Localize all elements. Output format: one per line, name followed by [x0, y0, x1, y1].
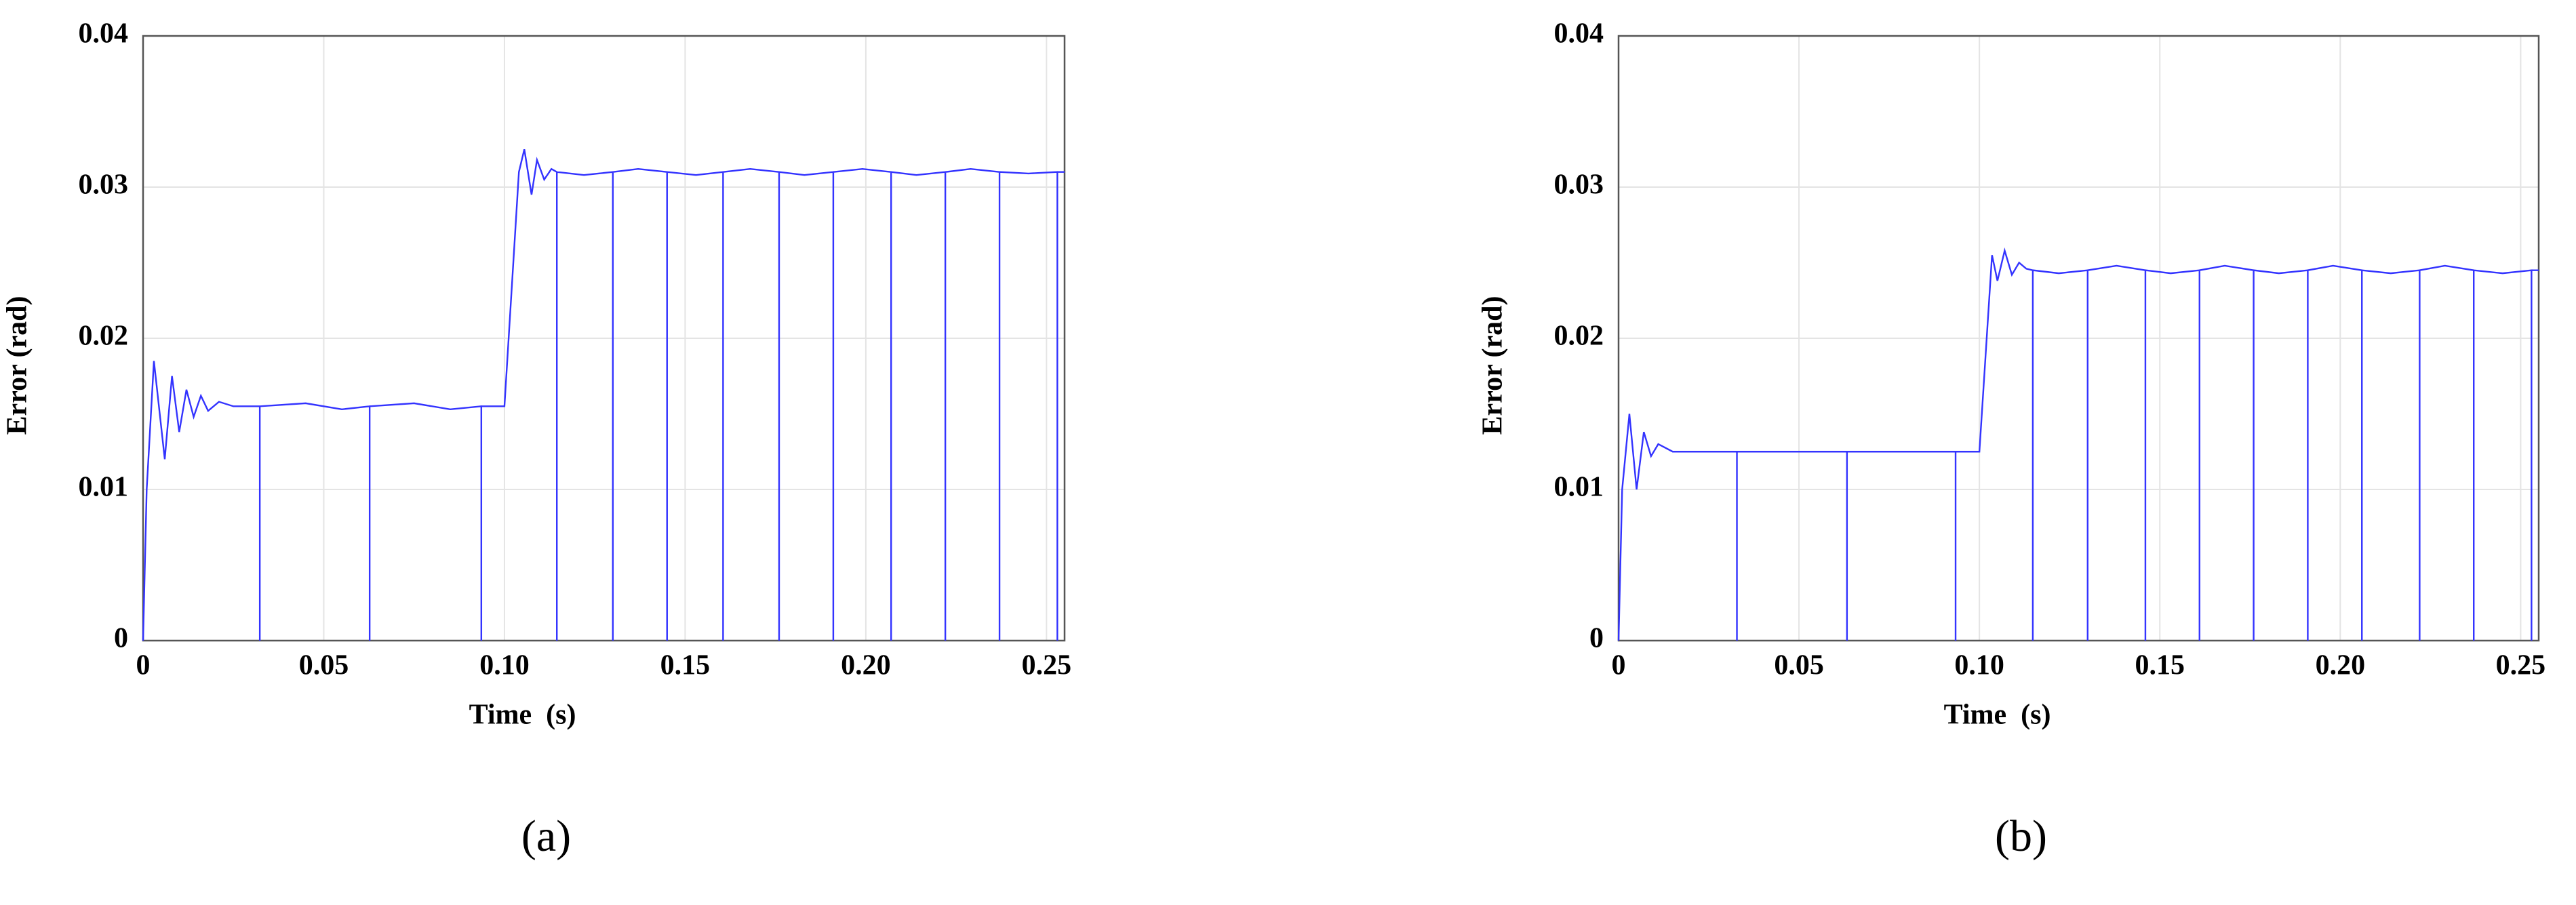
x-tick-label: 0.10 [1954, 650, 2004, 681]
y-tick-label: 0.03 [79, 169, 129, 201]
y-tick-label: 0.02 [79, 321, 129, 352]
x-tick-label: 0.20 [2316, 650, 2366, 681]
y-tick-label: 0.01 [1554, 472, 1604, 503]
x-tick-label: 0.05 [1774, 650, 1824, 681]
caption: (a) [521, 811, 571, 861]
x-tick-label: 0.20 [841, 650, 891, 681]
y-axis-title: Error (rad) [1478, 296, 1509, 435]
plot-frame [1617, 35, 2540, 642]
x-tick-label: 0.05 [299, 650, 349, 681]
data-line [1617, 247, 2539, 641]
y-tick-label: 0.02 [1554, 321, 1604, 352]
chart: 0 0.01 0.02 0.03 0.04 0 0.05 0.10 0.15 0.20 0.25 Ti… [1478, 18, 2546, 862]
y-tick-label: 0 [114, 623, 128, 654]
y-tick-label: 0 [1589, 623, 1604, 654]
x-tick-label: 0.15 [660, 650, 711, 681]
x-tick-label: 0.25 [2496, 650, 2546, 681]
y-tick-label: 0.04 [79, 18, 129, 49]
data-line [142, 148, 1065, 641]
y-tick-label: 0.04 [1554, 18, 1604, 49]
y-tick-label: 0.01 [79, 472, 129, 503]
y-axis-title: Error (rad) [2, 296, 33, 435]
plot-frame [142, 35, 1066, 642]
y-tick-label: 0.03 [1554, 169, 1604, 201]
x-tick-label: 0.25 [1022, 650, 1072, 681]
caption: (b) [1995, 811, 2047, 861]
x-axis-title: Time (s) [1944, 700, 2051, 731]
x-tick-label: 0 [1612, 650, 1626, 681]
x-tick-label: 0 [136, 650, 151, 681]
chart: 0 0.01 0.02 0.03 0.04 0 0.05 0.10 0.15 0.20 0.25 Ti… [2, 18, 1071, 862]
x-axis-title: Time (s) [469, 700, 576, 731]
x-tick-label: 0.15 [2135, 650, 2185, 681]
x-tick-label: 0.10 [479, 650, 530, 681]
